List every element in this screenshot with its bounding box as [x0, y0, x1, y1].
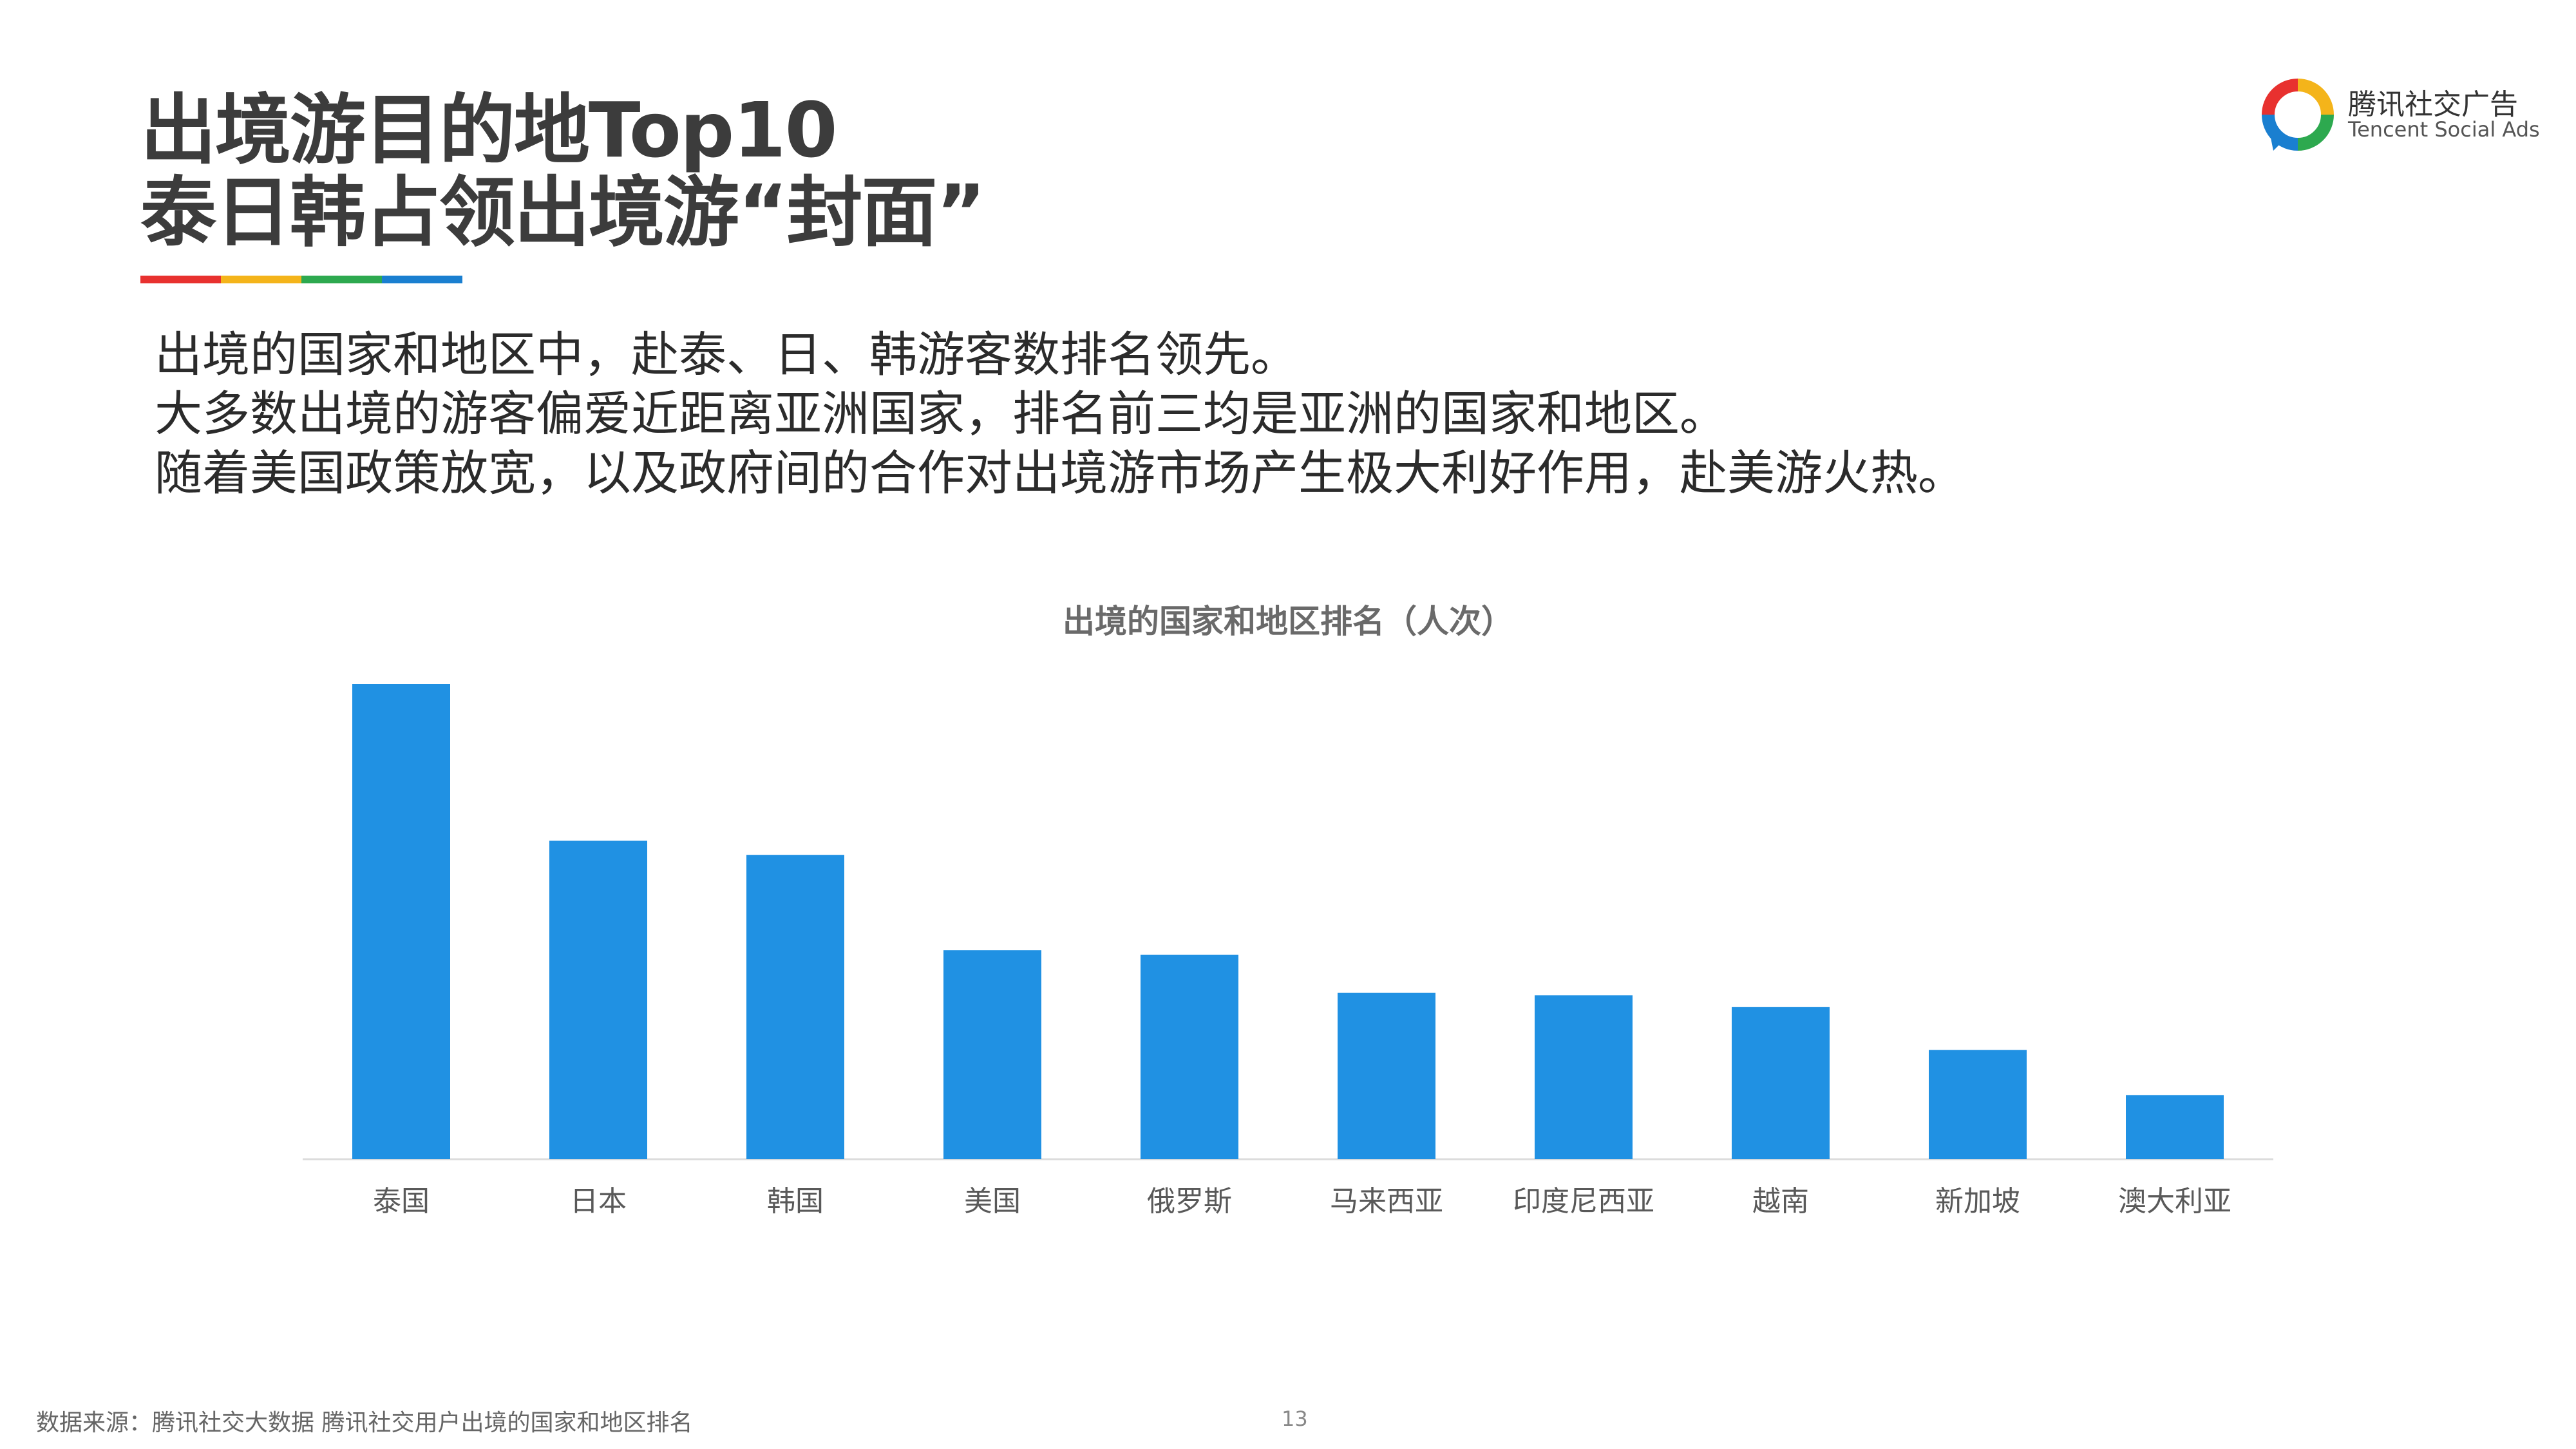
title-color-rule	[140, 276, 462, 283]
rule-segment-green	[301, 276, 382, 283]
x-tick-label-0: 泰国	[373, 1185, 430, 1218]
intro-paragraph: 出境的国家和地区中，赴泰、日、韩游客数排名领先。 大多数出境的游客偏爱近距离亚洲…	[155, 325, 1965, 503]
bar-4	[1141, 954, 1238, 1159]
brand-name-en: Tencent Social Ads	[2348, 117, 2540, 142]
bar-7	[1732, 1007, 1830, 1159]
x-tick-label-1: 日本	[570, 1185, 627, 1218]
x-tick-label-4: 俄罗斯	[1147, 1185, 1232, 1218]
brand-name-cn: 腾讯社交广告	[2348, 88, 2518, 121]
bar-8	[1929, 1050, 2027, 1159]
brand-logo: 腾讯社交广告 Tencent Social Ads	[2259, 76, 2540, 153]
intro-line-1: 出境的国家和地区中，赴泰、日、韩游客数排名领先。	[155, 327, 1298, 383]
bar-6	[1535, 995, 1633, 1159]
bar-3	[943, 950, 1041, 1159]
x-tick-label-6: 印度尼西亚	[1513, 1185, 1654, 1218]
page-title: 出境游目的地Top10 泰日韩占领出境游“封面”	[140, 86, 986, 257]
chart-title: 出境的国家和地区排名（人次）	[1063, 603, 1513, 640]
page-number: 13	[1282, 1406, 1308, 1431]
rule-segment-blue	[382, 276, 462, 283]
data-source-note: 数据来源：腾讯社交大数据 腾讯社交用户出境的国家和地区排名	[36, 1410, 693, 1436]
bar-5	[1338, 992, 1435, 1159]
bar-9	[2126, 1095, 2224, 1159]
tencent-social-ads-logo-icon	[2262, 79, 2334, 151]
title-line-1: 出境游目的地Top10	[140, 86, 838, 175]
rule-segment-yellow	[221, 276, 301, 283]
x-tick-label-7: 越南	[1752, 1185, 1809, 1218]
bar-0	[352, 684, 450, 1159]
bar-2	[746, 855, 844, 1159]
x-tick-label-3: 美国	[964, 1185, 1021, 1218]
x-tick-label-9: 澳大利亚	[2118, 1185, 2231, 1218]
intro-line-3: 随着美国政策放宽，以及政府间的合作对出境游市场产生极大利好作用，赴美游火热。	[155, 446, 1965, 501]
bar-1	[549, 840, 647, 1159]
intro-line-2: 大多数出境的游客偏爱近距离亚洲国家，排名前三均是亚洲的国家和地区。	[155, 386, 1727, 442]
x-tick-label-5: 马来西亚	[1330, 1185, 1443, 1218]
x-tick-label-8: 新加坡	[1935, 1185, 2020, 1218]
title-line-2: 泰日韩占领出境游“封面”	[140, 168, 986, 257]
rule-segment-red	[140, 276, 221, 283]
x-tick-label-2: 韩国	[767, 1185, 824, 1218]
